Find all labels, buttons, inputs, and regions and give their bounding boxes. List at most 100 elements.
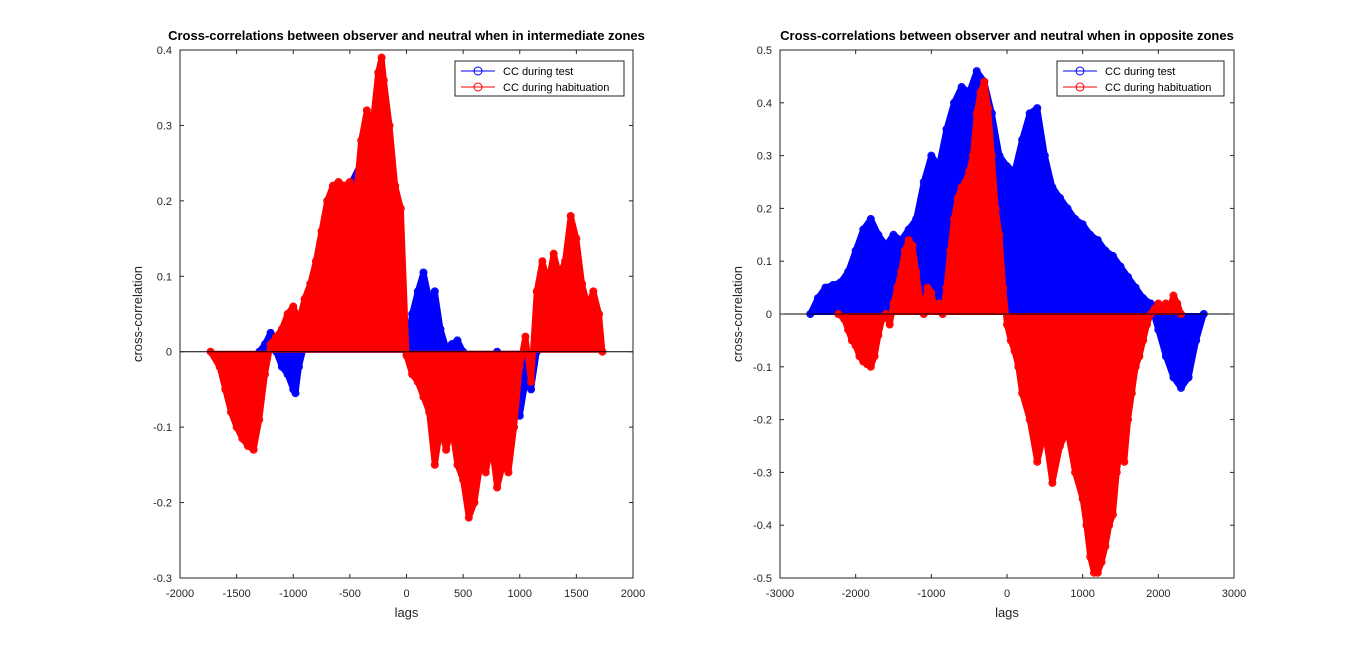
data-point [889, 230, 898, 239]
data-point [893, 283, 902, 292]
data-point [1192, 336, 1201, 345]
x-tick-label: -2000 [166, 588, 194, 600]
data-point [266, 328, 275, 337]
legend-label: CC during habituation [1105, 82, 1211, 94]
data-point [595, 310, 604, 318]
chart-2: -3000 -2000 -1000 0 1000 2000 3000 -0.5 -0.4 -0.3… [730, 28, 1246, 620]
data-point [950, 214, 959, 223]
data-point [1093, 568, 1102, 577]
data-point [1120, 457, 1129, 466]
y-tick-label: -0.1 [753, 362, 772, 374]
x-tick-label: 1000 [508, 588, 532, 600]
data-point [1033, 457, 1042, 466]
x-tick-label: -1000 [917, 588, 945, 600]
data-point [878, 315, 887, 324]
data-point [1006, 336, 1015, 345]
data-point [447, 340, 456, 349]
data-point [976, 88, 985, 97]
y-tick-label: 0.2 [157, 196, 172, 208]
data-point [249, 445, 258, 454]
data-point [855, 352, 864, 361]
data-point [430, 460, 439, 469]
data-point [345, 178, 354, 186]
data-point [1158, 304, 1167, 313]
data-point [260, 370, 269, 379]
data-point [859, 225, 868, 234]
data-point [447, 423, 456, 432]
x-tick-label: 1500 [564, 588, 588, 600]
data-point [957, 82, 966, 91]
data-point [555, 272, 564, 281]
data-point [995, 151, 1004, 160]
data-point [1116, 262, 1125, 271]
data-point [1040, 151, 1049, 160]
data-point [1078, 220, 1087, 229]
data-point [510, 423, 519, 432]
y-tick-label: 0.1 [757, 256, 772, 268]
data-point [1101, 542, 1110, 551]
data-point [1048, 183, 1057, 192]
data-point [934, 162, 943, 171]
data-point [515, 362, 524, 371]
data-point [965, 167, 974, 176]
data-point [498, 460, 507, 469]
x-tick-label: 2000 [621, 588, 645, 600]
data-point [572, 234, 581, 243]
data-point [527, 385, 536, 394]
data-point [1055, 442, 1064, 450]
series-2 [834, 77, 1186, 577]
y-tick-label: 0.1 [157, 271, 172, 283]
data-point [912, 267, 921, 276]
data-point [1078, 494, 1087, 503]
series-line [835, 78, 1185, 576]
data-point [1014, 362, 1023, 371]
data-point [476, 460, 485, 469]
data-point [459, 475, 468, 484]
data-point [1142, 320, 1151, 329]
legend-label: CC during habituation [503, 82, 609, 94]
y-tick-label: 0.5 [757, 45, 772, 57]
legend-box [454, 60, 625, 97]
data-point [1018, 135, 1027, 144]
legend-label: CC during test [503, 66, 573, 78]
data-point [272, 332, 281, 341]
data-point [908, 241, 917, 250]
charts-container: -2000 -1500 -1000 -500 0 500 1000 1500 2000-0.3-… [130, 28, 1246, 620]
chart-title: Cross-correlations between observer and … [168, 28, 645, 43]
data-point [1127, 389, 1136, 398]
data-point [874, 230, 883, 239]
data-point [357, 136, 366, 145]
x-tick-label: -500 [339, 588, 361, 600]
y-tick-label: 0.4 [757, 98, 772, 110]
data-point [1124, 415, 1133, 424]
data-point [408, 310, 417, 318]
legend-marker [1075, 82, 1085, 92]
data-point [374, 68, 383, 77]
data-point [425, 408, 434, 417]
data-point [481, 468, 490, 477]
data-point [221, 385, 230, 394]
data-point [980, 77, 989, 86]
data-point [1124, 273, 1133, 282]
data-point [1010, 167, 1019, 176]
data-point [1086, 230, 1095, 239]
data-point [323, 196, 332, 205]
data-point [408, 370, 417, 379]
data-point [1090, 568, 1099, 577]
data-point [215, 362, 224, 371]
data-point [436, 325, 445, 334]
data-point [1139, 336, 1148, 345]
data-point [840, 315, 849, 324]
data-point [238, 434, 247, 443]
legend-entry: CC during habituation [1063, 82, 1211, 94]
data-point [1003, 162, 1011, 171]
legend: CC during test CC during habituation [454, 60, 625, 97]
y-axis-label: cross-correlation [130, 266, 145, 362]
y-tick-label: -0.3 [153, 573, 172, 585]
data-point [953, 193, 962, 202]
data-point [1048, 478, 1057, 487]
data-point [1116, 442, 1125, 450]
data-point [1154, 325, 1163, 334]
legend-entry: CC during test [461, 66, 573, 78]
